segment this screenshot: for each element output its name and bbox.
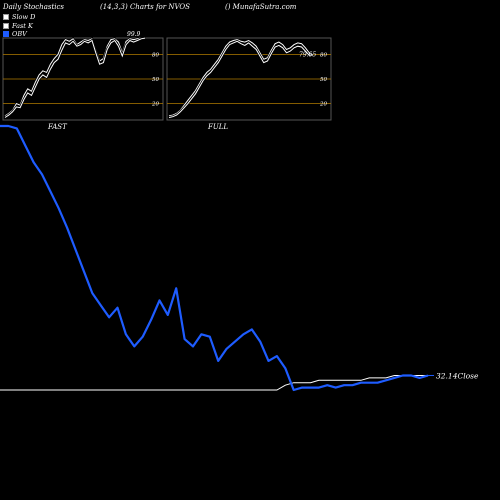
fast-last-value-label: 99.9 (127, 31, 141, 38)
obv-last-value-label: 32.14Close (436, 371, 479, 380)
legend-label-obv: OBV (12, 30, 27, 38)
obv-white-line (0, 375, 428, 391)
legend-item-obv: OBV (3, 30, 35, 39)
legend: Slow D Fast K OBV (3, 13, 35, 39)
fast-panel-title: FAST (47, 123, 68, 131)
obv-line (0, 124, 429, 392)
chart-header-left: Daily Stochastics (3, 3, 65, 11)
fast-series-1-line (4, 37, 146, 118)
full-panel-title: FULL (207, 123, 228, 131)
full-series-0-line (168, 39, 314, 117)
legend-swatch-obv (3, 31, 9, 38)
fast-level-label-80: 80 (152, 52, 159, 58)
chart-header-right: () MunafaSutra.com (225, 3, 297, 11)
fast-level-label-50: 50 (152, 77, 159, 83)
legend-item-fast-k: Fast K (3, 22, 35, 31)
full-level-label-80: 80 (320, 52, 327, 58)
legend-swatch-fast-k (3, 22, 9, 29)
legend-label-fast-k: Fast K (12, 21, 33, 30)
fast-level-label-20: 20 (151, 102, 159, 108)
full-series-1-line (168, 40, 314, 118)
full-level-label-20: 20 (319, 102, 327, 108)
full-level-label-50: 50 (320, 77, 327, 83)
legend-item-slow-d: Slow D (3, 13, 35, 22)
legend-label-slow-d: Slow D (12, 13, 36, 21)
full-last-value-label: 79.65 (299, 52, 316, 59)
chart-header-center: (14,3,3) Charts for NVOS (100, 3, 190, 11)
legend-swatch-slow-d (3, 14, 9, 21)
